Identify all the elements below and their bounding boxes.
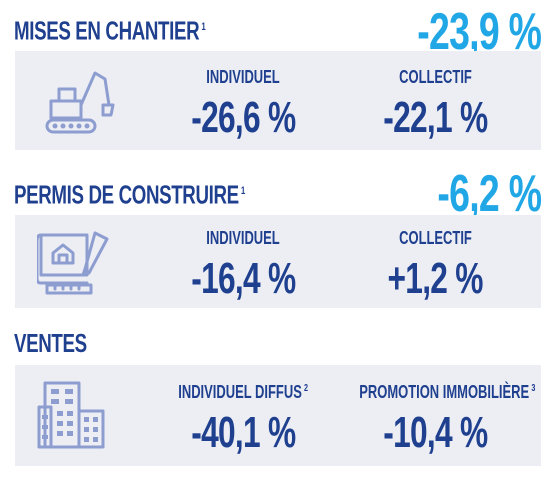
section-title: PERMIS DE CONSTRUIRE 1: [14, 176, 335, 210]
section-title-text: MISES EN CHANTIER: [14, 15, 200, 46]
footnote-marker: 1: [201, 21, 206, 33]
stat-column-collectif: COLLECTIF -22,1 %: [335, 67, 535, 141]
footnote-marker: 2: [303, 383, 308, 394]
stat-label: COLLECTIF: [398, 228, 472, 248]
excavator-icon: [45, 71, 115, 134]
stat-value: -16,4 %: [190, 254, 296, 303]
section-title-text: VENTES: [14, 328, 87, 358]
section-total: -6,2 %: [397, 165, 542, 223]
stat-label: PROMOTION IMMOBILIÈRE: [359, 382, 530, 402]
stat-column-promotion-immobiliere: PROMOTION IMMOBILIÈRE 3 -10,4 %: [325, 379, 545, 456]
footnote-marker: 1: [240, 185, 245, 197]
section-title: MISES EN CHANTIER 1: [14, 12, 280, 46]
blueprint-icon: [37, 231, 109, 295]
footnote-marker: 3: [531, 383, 536, 394]
stats-panel: INDIVIDUEL -16,4 % COLLECTIF +1,2 %: [15, 215, 541, 308]
stat-label: INDIVIDUEL DIFFUS: [178, 382, 302, 402]
stat-column-individuel: INDIVIDUEL -16,4 %: [143, 228, 343, 302]
section-title: VENTES: [14, 328, 115, 358]
stat-value: -26,6 %: [190, 93, 296, 142]
section-title-text: PERMIS DE CONSTRUIRE: [14, 179, 239, 210]
stats-panel: INDIVIDUEL DIFFUS 2 -40,1 % PROMOTION IMM…: [15, 365, 541, 466]
stats-panel: INDIVIDUEL -26,6 % COLLECTIF -22,1 %: [15, 51, 541, 150]
stat-label: INDIVIDUEL: [206, 67, 280, 87]
stat-value: -10,4 %: [382, 408, 488, 457]
section-total-value: -23,9 %: [417, 3, 542, 61]
section-total-value: -6,2 %: [437, 165, 542, 223]
stat-value: -40,1 %: [190, 408, 296, 457]
stat-value: +1,2 %: [387, 254, 483, 303]
stat-value: -22,1 %: [382, 93, 488, 142]
section-total: -23,9 %: [369, 3, 542, 61]
buildings-icon: [37, 381, 105, 449]
stat-label: INDIVIDUEL: [206, 228, 280, 248]
stat-column-individuel-diffus: INDIVIDUEL DIFFUS 2 -40,1 %: [143, 379, 343, 456]
stat-label: COLLECTIF: [398, 67, 472, 87]
stat-column-collectif: COLLECTIF +1,2 %: [335, 228, 535, 302]
stat-column-individuel: INDIVIDUEL -26,6 %: [143, 67, 343, 141]
